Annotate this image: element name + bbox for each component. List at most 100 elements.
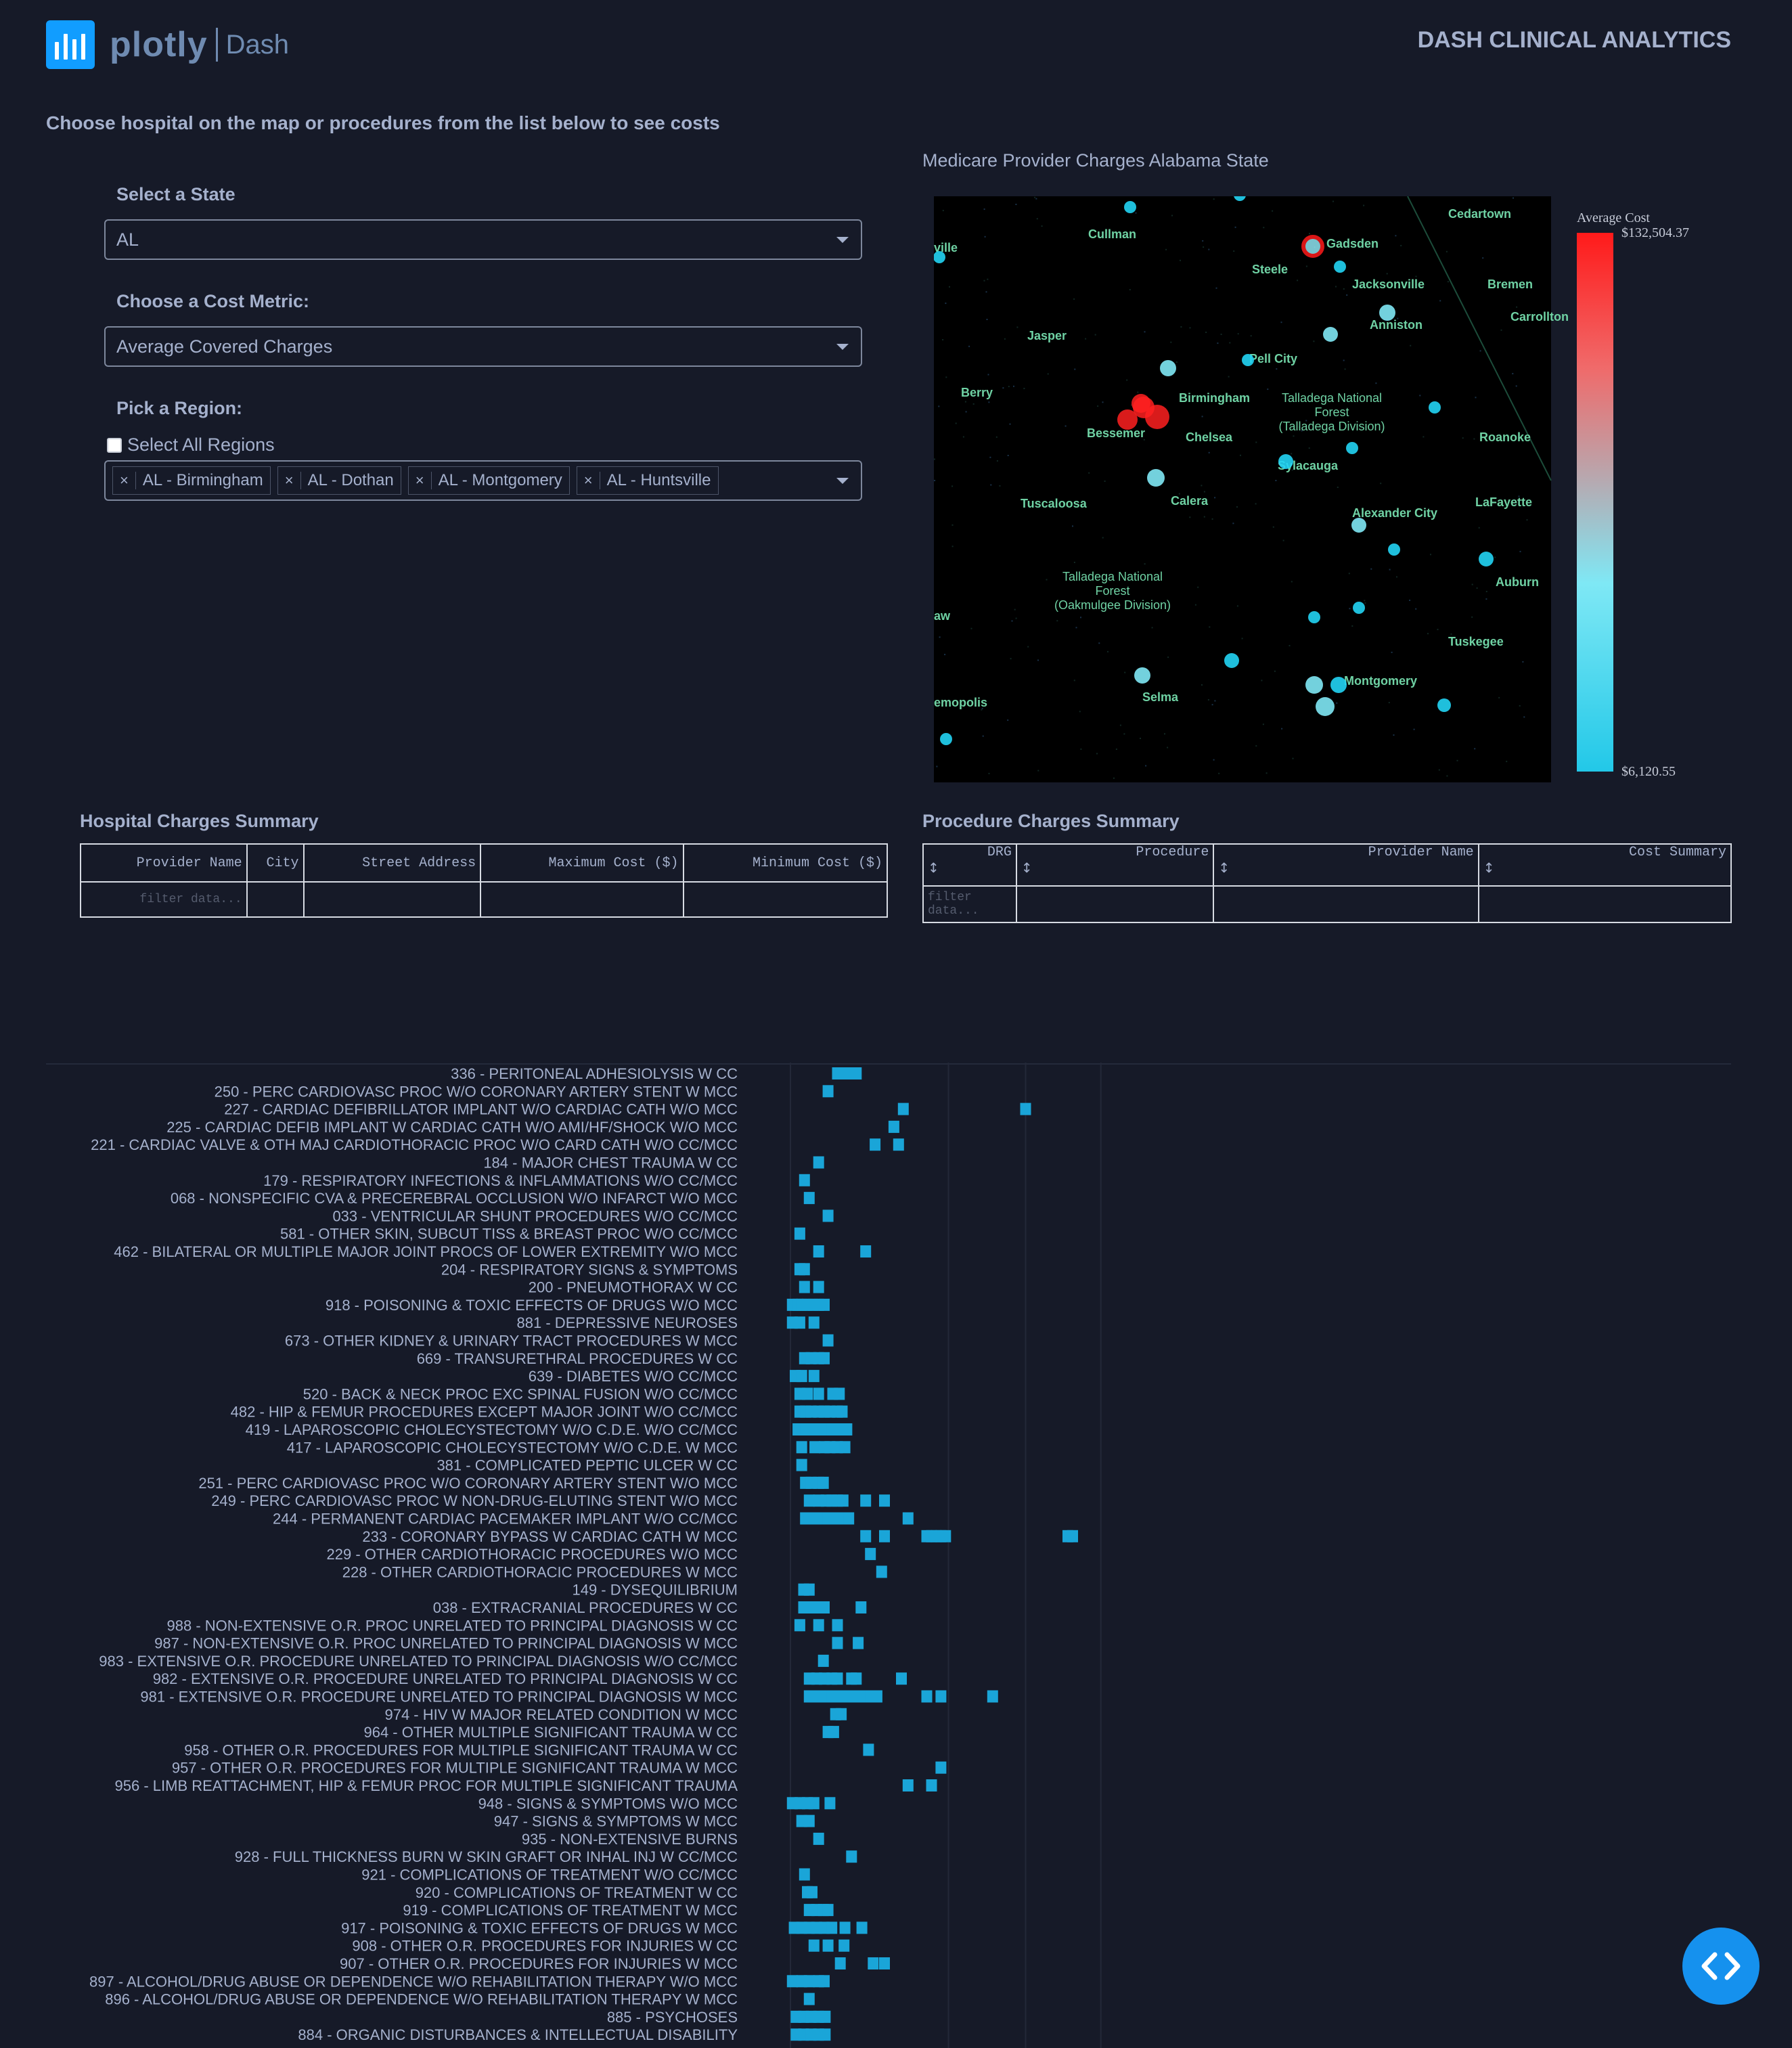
chart-point[interactable] xyxy=(803,1583,815,1596)
hospital-marker[interactable] xyxy=(1160,360,1176,376)
chart-point[interactable] xyxy=(813,1619,824,1632)
chart-point[interactable] xyxy=(843,1512,855,1525)
hospital-marker[interactable] xyxy=(1479,552,1494,566)
sort-icon[interactable]: ↕ xyxy=(928,860,939,876)
chart-point[interactable] xyxy=(817,1423,828,1435)
chart-point[interactable] xyxy=(824,1797,836,1810)
hospital-marker[interactable] xyxy=(1234,196,1246,201)
chart-point[interactable] xyxy=(841,1423,853,1435)
chart-point[interactable] xyxy=(851,1067,862,1079)
region-chip[interactable]: × AL - Birmingham xyxy=(112,466,271,495)
max-cost-filter-input[interactable] xyxy=(480,881,684,918)
chart-point[interactable] xyxy=(902,1779,914,1791)
chart-point[interactable] xyxy=(863,1743,874,1756)
hospital-marker[interactable] xyxy=(1134,667,1150,684)
hospital-markers[interactable] xyxy=(934,196,1494,745)
chart-point[interactable] xyxy=(879,1494,890,1507)
hospital-marker[interactable] xyxy=(1429,401,1441,414)
chart-point[interactable] xyxy=(876,1565,887,1578)
chart-point[interactable] xyxy=(839,1921,851,1934)
provider-filter-input[interactable]: filter data... xyxy=(80,881,248,918)
chart-point[interactable] xyxy=(860,1530,872,1542)
chart-point[interactable] xyxy=(853,1637,864,1649)
hospital-marker[interactable] xyxy=(1224,653,1239,668)
chart-point[interactable] xyxy=(796,1459,807,1471)
chart-point[interactable] xyxy=(902,1512,914,1525)
chart-point[interactable] xyxy=(817,1476,829,1489)
chart-point[interactable] xyxy=(1067,1530,1078,1542)
remove-chip-icon[interactable]: × xyxy=(577,472,600,489)
chart-point[interactable] xyxy=(926,1779,937,1791)
chart-point[interactable] xyxy=(799,1174,810,1186)
col-provider-name[interactable]: ↕ Provider Name xyxy=(1213,843,1479,887)
col-street-address[interactable]: Street Address xyxy=(303,843,482,883)
chart-point[interactable] xyxy=(819,1298,830,1311)
chart-point[interactable] xyxy=(836,1708,847,1720)
chart-point[interactable] xyxy=(987,1690,998,1703)
chart-point[interactable] xyxy=(817,1654,829,1667)
chart-point[interactable] xyxy=(921,1690,933,1703)
chart-point[interactable] xyxy=(808,1797,820,1810)
chart-point[interactable] xyxy=(855,1601,867,1613)
remove-chip-icon[interactable]: × xyxy=(113,472,136,489)
sort-icon[interactable]: ↕ xyxy=(1021,860,1033,876)
hospital-marker[interactable] xyxy=(1334,261,1346,273)
chart-point[interactable] xyxy=(799,1281,810,1293)
select-all-regions[interactable]: Select All Regions xyxy=(107,435,275,455)
chart-point[interactable] xyxy=(808,1316,820,1329)
chart-point[interactable] xyxy=(808,1939,820,1952)
cost-summary-filter-input[interactable] xyxy=(1477,885,1732,923)
chart-point[interactable] xyxy=(940,1530,951,1542)
hospital-marker[interactable] xyxy=(1145,405,1169,429)
col-procedure[interactable]: ↕ Procedure xyxy=(1015,843,1215,887)
chart-point[interactable] xyxy=(802,1387,813,1400)
chart-point[interactable] xyxy=(837,1494,849,1507)
remove-chip-icon[interactable]: × xyxy=(409,472,432,489)
chart-point[interactable] xyxy=(808,1370,820,1383)
chart-points[interactable] xyxy=(786,1067,1078,2041)
chart-point[interactable] xyxy=(832,1067,843,1079)
sort-icon[interactable]: ↕ xyxy=(1218,860,1230,876)
chart-point[interactable] xyxy=(822,1209,834,1222)
chart-point[interactable] xyxy=(839,1441,851,1454)
chart-point[interactable] xyxy=(822,1904,834,1917)
chart-point[interactable] xyxy=(820,2028,831,2041)
chart-point[interactable] xyxy=(834,1387,845,1400)
chart-point[interactable] xyxy=(893,1138,904,1151)
sort-icon[interactable]: ↕ xyxy=(1483,860,1495,876)
hospital-marker[interactable] xyxy=(1301,235,1324,258)
chart-point[interactable] xyxy=(860,1245,872,1257)
hospital-marker[interactable] xyxy=(1124,201,1136,213)
col-drg[interactable]: ↕ DRG xyxy=(922,843,1017,887)
chevron-down-icon[interactable] xyxy=(836,477,849,484)
chart-point[interactable] xyxy=(826,1921,838,1934)
col-city[interactable]: City xyxy=(246,843,305,883)
dev-tools-button[interactable] xyxy=(1682,1928,1760,2005)
procedure-charges-table[interactable]: ↕ DRG ↕ Procedure ↕ Provider Name ↕ Cost… xyxy=(922,843,1732,923)
chart-point[interactable] xyxy=(1020,1103,1031,1115)
col-cost-summary[interactable]: ↕ Cost Summary xyxy=(1477,843,1732,887)
chart-point[interactable] xyxy=(796,1441,807,1454)
chart-point[interactable] xyxy=(794,1316,805,1329)
chart-point[interactable] xyxy=(822,1085,834,1098)
chart-point[interactable] xyxy=(832,1637,843,1649)
chart-point[interactable] xyxy=(794,1227,805,1240)
hospital-marker[interactable] xyxy=(1351,518,1366,533)
chart-point[interactable] xyxy=(832,1619,843,1632)
hospital-marker[interactable] xyxy=(1316,697,1335,716)
remove-chip-icon[interactable]: × xyxy=(278,472,301,489)
city-filter-input[interactable] xyxy=(246,881,305,918)
chart-point[interactable] xyxy=(896,1672,907,1685)
chart-point[interactable] xyxy=(803,1192,815,1205)
chart-point[interactable] xyxy=(794,1619,805,1632)
chart-point[interactable] xyxy=(832,1690,843,1703)
chart-point[interactable] xyxy=(819,1975,830,1988)
provider-map[interactable]: Cullman Gadsden Cedartown Steele Jacksonvill… xyxy=(934,196,1773,805)
hospital-marker[interactable] xyxy=(940,733,952,745)
chart-point[interactable] xyxy=(819,1601,830,1613)
chart-point[interactable] xyxy=(813,1387,824,1400)
hospital-marker[interactable] xyxy=(1353,602,1365,614)
min-cost-filter-input[interactable] xyxy=(682,881,889,918)
chart-point[interactable] xyxy=(820,2010,831,2023)
